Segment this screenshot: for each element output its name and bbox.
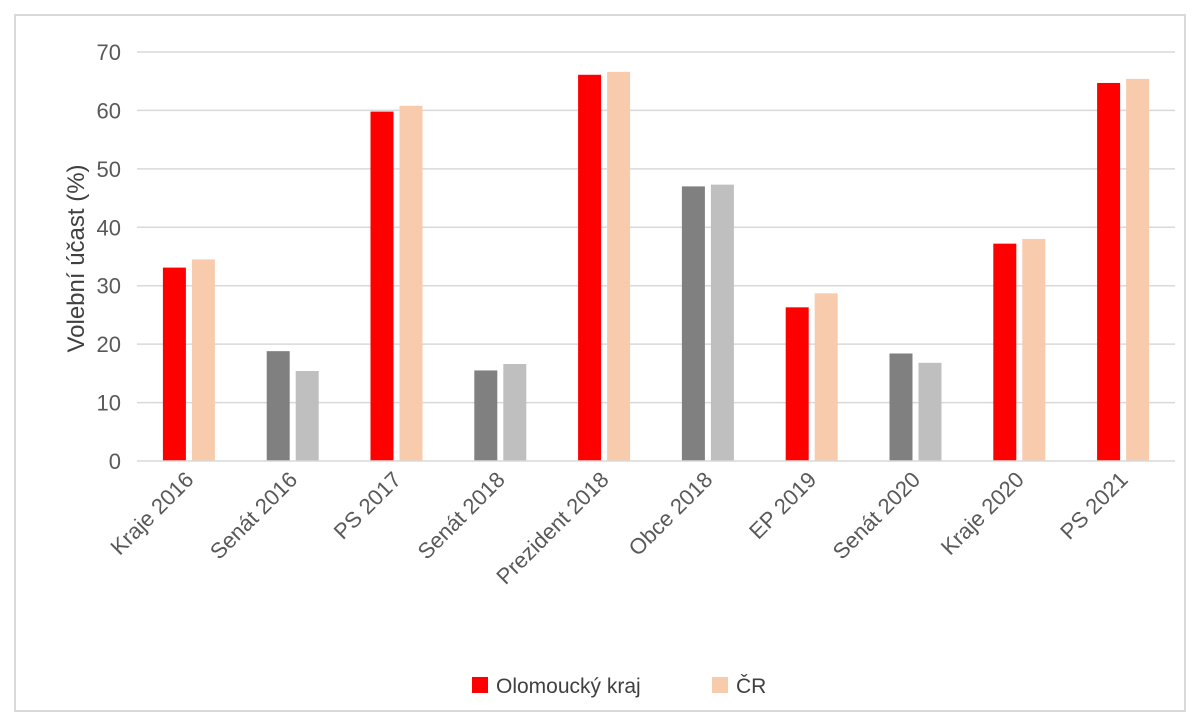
x-tick-label: Senát 2016 (205, 467, 302, 564)
bar-cr-8 (1022, 238, 1046, 461)
legend: Olomoucký kraj ČR (472, 675, 766, 698)
bar-cr-0 (191, 259, 215, 461)
bar-olomoucky-kraj-0 (162, 267, 186, 461)
legend-swatch-olomoucky-kraj (472, 677, 488, 693)
y-axis-title: Volební účast (%) (63, 164, 90, 352)
y-tick-label: 0 (109, 449, 121, 474)
bar-cr-9 (1126, 78, 1150, 462)
x-tick-label: Kraje 2016 (106, 467, 199, 560)
bar-olomoucky-kraj-1 (266, 351, 290, 461)
x-tick-label: Kraje 2020 (936, 467, 1029, 560)
y-tick-label: 40 (97, 215, 121, 240)
bar-olomoucky-kraj-2 (370, 111, 394, 462)
x-tick-label: PS 2017 (329, 467, 406, 544)
bar-olomoucky-kraj-5 (681, 186, 705, 461)
bar-olomoucky-kraj-4 (578, 74, 602, 461)
bar-cr-2 (399, 105, 423, 462)
legend-swatch-cr (712, 677, 728, 693)
bar-cr-5 (710, 184, 734, 461)
bar-cr-7 (918, 362, 942, 461)
gridlines (137, 51, 1175, 404)
x-tick-label: PS 2021 (1055, 467, 1132, 544)
bar-olomoucky-kraj-6 (785, 307, 809, 461)
y-tick-label: 20 (97, 332, 121, 357)
legend-label-olomoucky-kraj: Olomoucký kraj (496, 675, 641, 698)
bar-olomoucky-kraj-7 (889, 353, 913, 461)
bar-cr-1 (295, 371, 319, 461)
y-tick-label: 30 (97, 274, 121, 299)
legend-label-cr: ČR (736, 675, 766, 698)
x-tick-label: Obce 2018 (624, 467, 718, 561)
bars (162, 71, 1150, 462)
y-tick-label: 50 (97, 157, 121, 182)
y-tick-label: 70 (97, 40, 121, 65)
bar-olomoucky-kraj-3 (474, 370, 498, 461)
bar-olomoucky-kraj-9 (1097, 82, 1121, 462)
bar-cr-3 (503, 364, 527, 461)
bar-cr-6 (814, 293, 838, 461)
x-tick-label: Senát 2020 (828, 467, 925, 564)
bar-olomoucky-kraj-8 (993, 243, 1017, 461)
y-tick-label: 60 (97, 98, 121, 123)
y-tick-label: 10 (97, 391, 121, 416)
x-tick-label: EP 2019 (744, 467, 821, 544)
x-tick-label: Senát 2018 (413, 467, 510, 564)
bar-cr-4 (607, 71, 631, 461)
x-tick-label: Prezident 2018 (491, 467, 613, 589)
